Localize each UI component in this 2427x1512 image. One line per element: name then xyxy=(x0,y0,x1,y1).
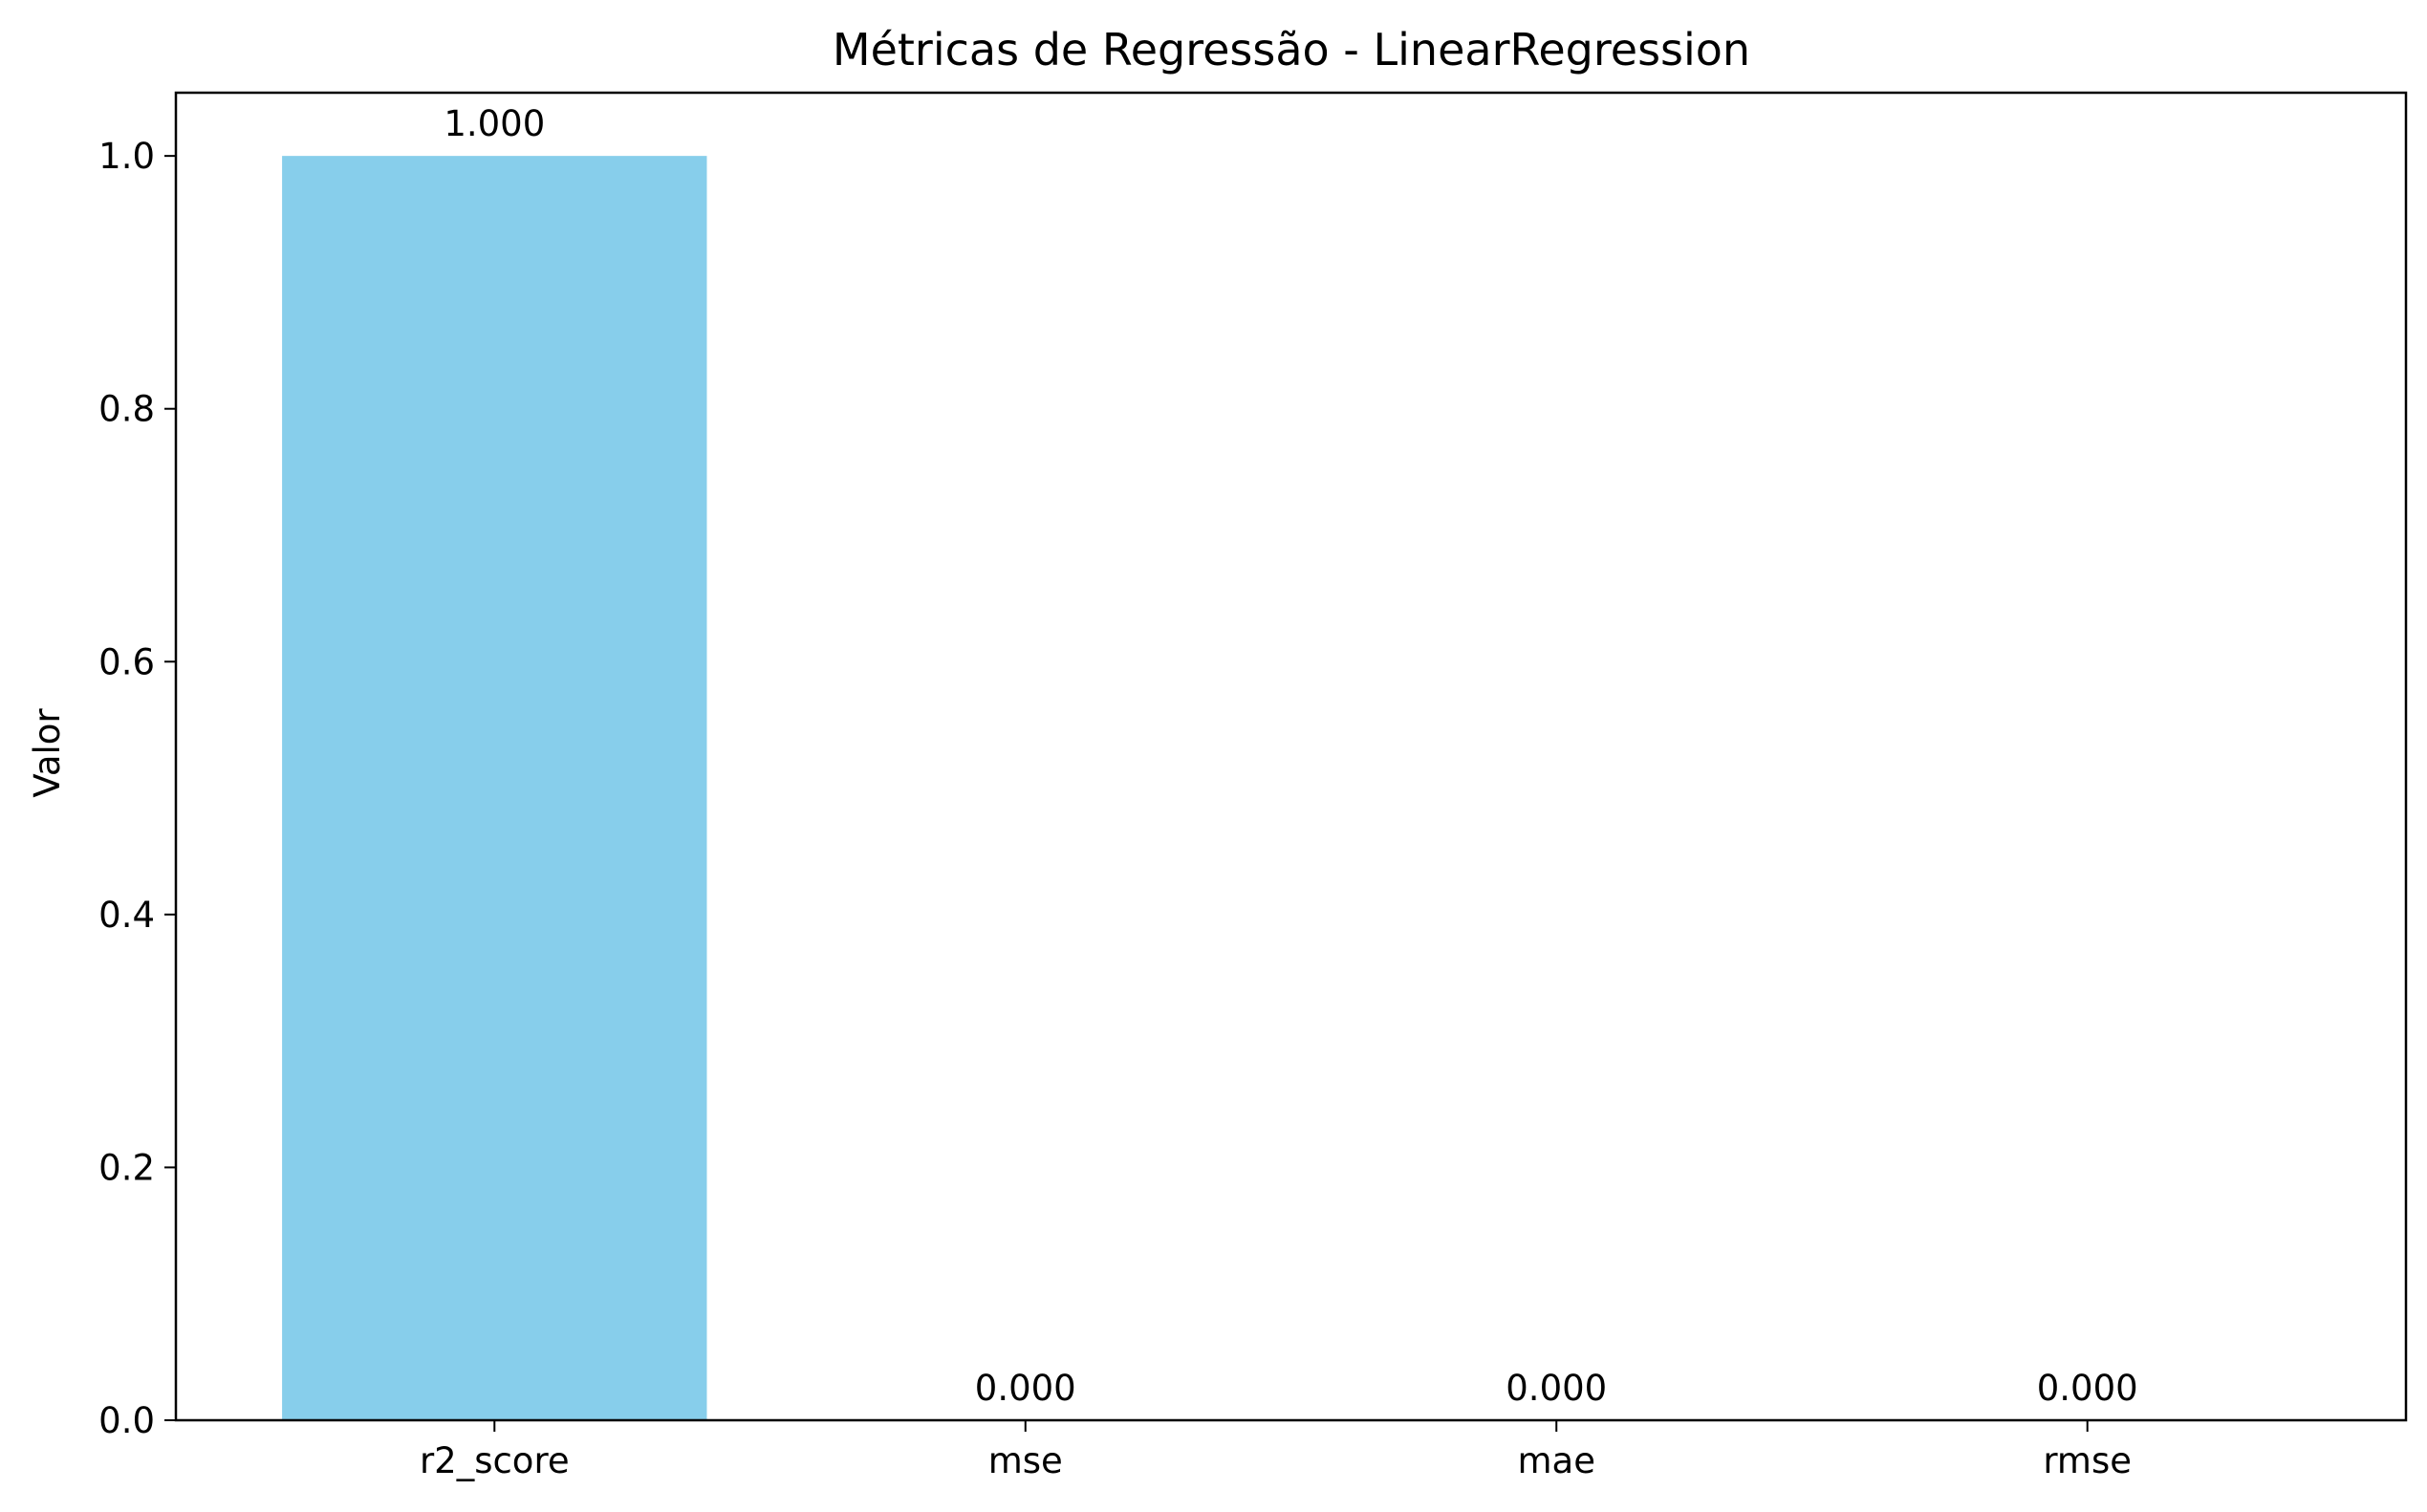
data-label-rmse: 0.000 xyxy=(2037,1368,2138,1409)
x-tick-label-mse: mse xyxy=(988,1440,1063,1481)
bars-group xyxy=(282,156,707,1421)
y-tick-label: 1.0 xyxy=(98,136,155,177)
bar-r2_score xyxy=(282,156,707,1421)
data-label-r2_score: 1.000 xyxy=(444,103,545,144)
x-axis-ticks: r2_score mse mae rmse xyxy=(420,1420,2132,1481)
plot-area-frame xyxy=(174,91,2408,1422)
y-tick-label: 0.6 xyxy=(98,641,155,682)
y-axis-ticks: 0.0 0.2 0.4 0.6 0.8 1.0 xyxy=(98,136,176,1441)
chart-title: Métricas de Regressão - LinearRegression xyxy=(833,24,1750,76)
data-label-mse: 0.000 xyxy=(975,1368,1076,1409)
y-tick-label: 0.2 xyxy=(98,1147,155,1188)
y-axis-label: Valor xyxy=(27,708,68,798)
y-tick-label: 0.4 xyxy=(98,895,155,936)
x-tick-label-r2_score: r2_score xyxy=(420,1440,570,1481)
x-tick-label-rmse: rmse xyxy=(2043,1440,2132,1481)
x-tick-label-mae: mae xyxy=(1517,1440,1594,1481)
data-label-mae: 0.000 xyxy=(1506,1368,1607,1409)
y-tick-label: 0.8 xyxy=(98,389,155,430)
data-labels-group: 1.000 0.000 0.000 0.000 xyxy=(444,103,2137,1409)
y-tick-label: 0.0 xyxy=(98,1400,155,1441)
